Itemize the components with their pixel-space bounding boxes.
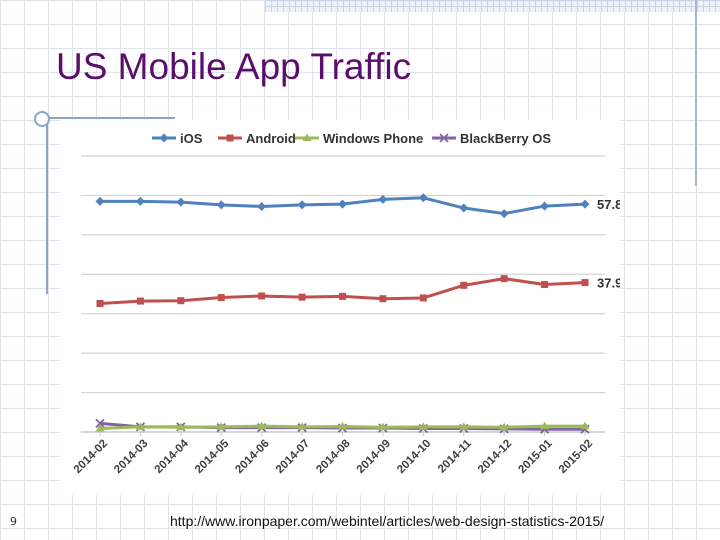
decor-horizontal-line bbox=[40, 117, 175, 119]
data-point bbox=[541, 281, 549, 289]
data-point bbox=[581, 279, 589, 287]
x-tick-label: 2014-09 bbox=[355, 438, 393, 476]
x-tick-label: 2014-08 bbox=[314, 437, 353, 476]
data-point bbox=[177, 297, 185, 305]
data-point bbox=[378, 422, 388, 431]
data-point bbox=[176, 197, 186, 207]
data-point bbox=[459, 203, 469, 213]
data-point bbox=[418, 422, 428, 430]
data-point bbox=[439, 133, 449, 143]
decor-right-rule bbox=[695, 0, 697, 186]
data-point bbox=[176, 422, 186, 431]
data-point bbox=[500, 275, 508, 283]
x-tick-label: 2014-05 bbox=[193, 437, 232, 476]
decor-circle bbox=[34, 111, 50, 127]
data-point bbox=[95, 423, 105, 432]
data-point bbox=[339, 292, 346, 300]
x-tick-label: 2015-02 bbox=[557, 438, 595, 476]
line-chart: 2014-02 2014-03 2014-04 2014-05 2014-06 2014-… bbox=[72, 131, 620, 476]
data-point bbox=[540, 421, 550, 430]
data-point bbox=[298, 293, 306, 301]
data-point bbox=[257, 201, 267, 211]
legend-label: Windows Phone bbox=[323, 131, 423, 146]
data-point bbox=[379, 295, 387, 303]
data-point bbox=[297, 200, 307, 210]
data-point bbox=[459, 422, 469, 430]
legend-label: BlackBerry OS bbox=[460, 131, 551, 146]
data-point bbox=[257, 421, 267, 430]
data-point bbox=[419, 294, 427, 302]
x-tick-label: 2014-02 bbox=[72, 438, 110, 476]
decor-top-band bbox=[265, 0, 720, 12]
data-point bbox=[217, 294, 225, 302]
x-tick-label: 2015-01 bbox=[516, 437, 555, 476]
data-point bbox=[460, 281, 468, 289]
x-tick-label: 2014-07 bbox=[274, 438, 312, 476]
data-point bbox=[338, 199, 347, 209]
data-label: 37.9 bbox=[597, 276, 620, 291]
legend-label: Android bbox=[246, 131, 296, 146]
decor-vertical-line bbox=[46, 119, 48, 294]
data-point bbox=[418, 193, 428, 203]
data-point bbox=[95, 418, 105, 428]
x-tick-label: 2014-10 bbox=[395, 438, 433, 476]
data-point bbox=[378, 194, 388, 204]
data-point bbox=[302, 133, 312, 141]
data-point bbox=[216, 200, 226, 210]
data-point bbox=[258, 292, 266, 300]
data-point bbox=[499, 422, 509, 431]
x-tick-label: 2014-04 bbox=[153, 437, 192, 476]
data-point bbox=[136, 297, 144, 305]
x-tick-label: 2014-06 bbox=[233, 438, 271, 476]
data-point bbox=[580, 199, 590, 209]
data-point bbox=[135, 196, 145, 206]
data-point bbox=[135, 422, 145, 430]
slide-title: US Mobile App Traffic bbox=[56, 46, 412, 87]
data-point bbox=[338, 421, 347, 430]
x-tick-label: 2014-12 bbox=[476, 438, 514, 476]
data-point bbox=[96, 299, 104, 307]
data-point bbox=[159, 133, 169, 143]
data-point bbox=[297, 422, 307, 430]
chart-panel: 2014-02 2014-03 2014-04 2014-05 2014-06 2014-… bbox=[60, 120, 620, 495]
legend-label: iOS bbox=[180, 131, 203, 146]
data-point bbox=[580, 421, 590, 430]
data-label: 57.8 bbox=[597, 197, 620, 212]
data-point bbox=[540, 201, 550, 211]
data-point bbox=[499, 209, 509, 219]
data-point bbox=[226, 134, 234, 142]
source-link[interactable]: http://www.ironpaper.com/webintel/articl… bbox=[170, 513, 605, 529]
data-point bbox=[216, 422, 226, 430]
x-tick-label: 2014-11 bbox=[436, 437, 474, 475]
x-tick-label: 2014-03 bbox=[112, 438, 150, 476]
slide-number: 9 bbox=[10, 515, 17, 528]
data-point bbox=[95, 196, 105, 206]
